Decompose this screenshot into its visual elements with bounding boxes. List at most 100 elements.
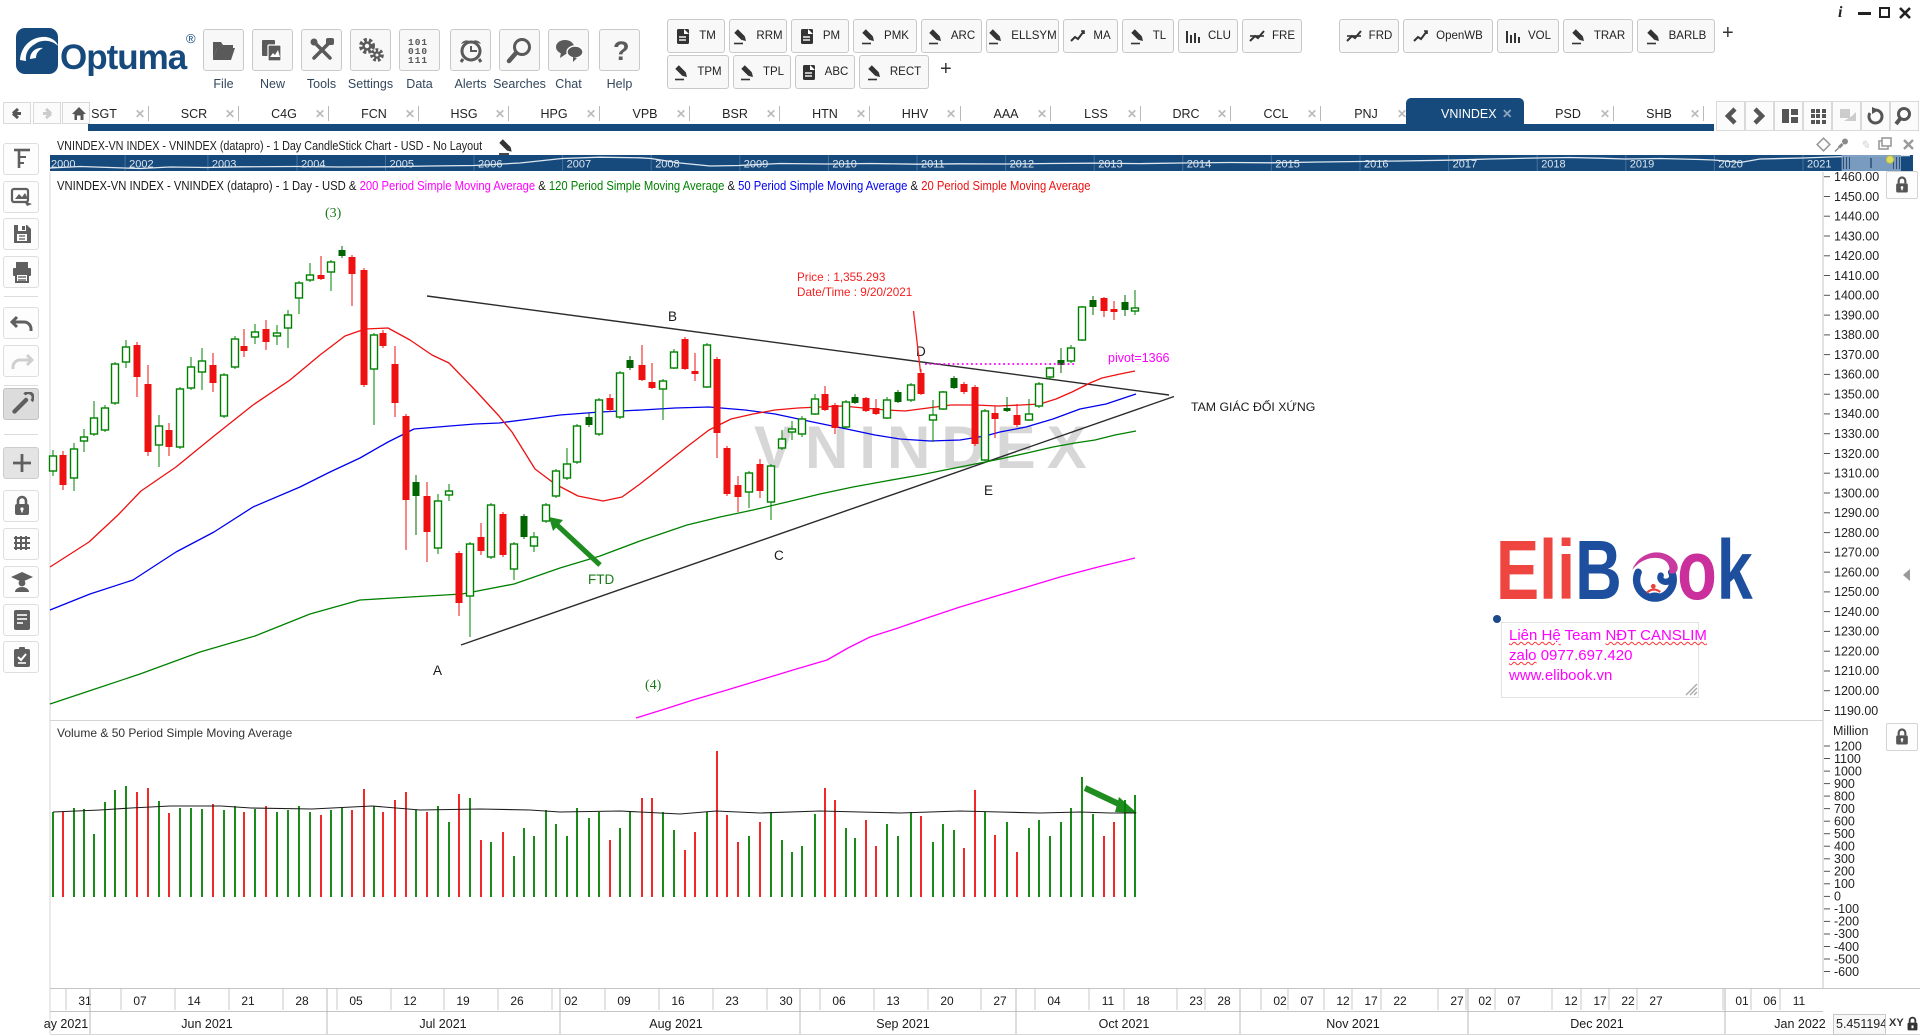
- svg-text:17: 17: [1364, 994, 1378, 1008]
- svg-text:04: 04: [1047, 994, 1061, 1008]
- svg-text:Dec 2021: Dec 2021: [1570, 1017, 1624, 1031]
- svg-text:1450.00: 1450.00: [1834, 190, 1879, 204]
- svg-text:1420.00: 1420.00: [1834, 249, 1879, 263]
- svg-text:Price : 1,355.293: Price : 1,355.293: [797, 271, 885, 284]
- svg-text:100: 100: [1834, 877, 1855, 891]
- svg-text:1210.00: 1210.00: [1834, 664, 1879, 678]
- svg-text:2003: 2003: [212, 159, 236, 171]
- svg-text:Nov 2021: Nov 2021: [1326, 1017, 1380, 1031]
- svg-text:-500: -500: [1834, 952, 1859, 966]
- svg-text:2005: 2005: [390, 159, 414, 171]
- svg-text:17: 17: [1593, 994, 1607, 1008]
- svg-text:30: 30: [779, 994, 793, 1008]
- svg-text:07: 07: [1507, 994, 1521, 1008]
- svg-text:Volume & 50 Period Simple Movi: Volume & 50 Period Simple Moving Average: [57, 726, 293, 740]
- svg-text:900: 900: [1834, 777, 1855, 791]
- svg-text:1310.00: 1310.00: [1834, 467, 1879, 481]
- svg-text:(4): (4): [645, 678, 662, 693]
- svg-text:1100: 1100: [1834, 752, 1861, 766]
- svg-text:06: 06: [1763, 994, 1777, 1008]
- svg-text:1410.00: 1410.00: [1834, 269, 1879, 283]
- svg-text:02: 02: [1273, 994, 1287, 1008]
- svg-text:14: 14: [187, 994, 201, 1008]
- svg-text:12: 12: [1336, 994, 1350, 1008]
- svg-text:12: 12: [1564, 994, 1578, 1008]
- svg-text:06: 06: [832, 994, 846, 1008]
- svg-text:1280.00: 1280.00: [1834, 526, 1879, 540]
- svg-text:27: 27: [1450, 994, 1464, 1008]
- svg-text:1440.00: 1440.00: [1834, 210, 1879, 224]
- svg-text:C: C: [774, 548, 784, 563]
- svg-text:-600: -600: [1834, 965, 1859, 979]
- svg-text:02: 02: [564, 994, 578, 1008]
- svg-text:B: B: [668, 309, 677, 324]
- svg-text:1320.00: 1320.00: [1834, 447, 1879, 461]
- svg-text:(3): (3): [325, 206, 342, 221]
- svg-text:®: ®: [186, 31, 196, 46]
- svg-text:1400.00: 1400.00: [1834, 289, 1879, 303]
- svg-text:2013: 2013: [1098, 159, 1122, 171]
- svg-text:800: 800: [1834, 789, 1855, 803]
- svg-text:1000: 1000: [1834, 764, 1862, 778]
- svg-text:TAM GIÁC ĐỐI XỨNG: TAM GIÁC ĐỐI XỨNG: [1191, 399, 1315, 414]
- svg-text:D: D: [916, 344, 926, 359]
- svg-text:09: 09: [617, 994, 631, 1008]
- svg-text:Aug 2021: Aug 2021: [649, 1017, 703, 1031]
- svg-text:1340.00: 1340.00: [1834, 407, 1879, 421]
- svg-text:11: 11: [1793, 994, 1806, 1008]
- svg-text:18: 18: [1136, 994, 1150, 1008]
- svg-text:1250.00: 1250.00: [1834, 585, 1879, 599]
- svg-text:19: 19: [456, 994, 470, 1008]
- svg-text:E: E: [984, 483, 993, 498]
- svg-text:300: 300: [1834, 852, 1855, 866]
- svg-text:2014: 2014: [1187, 159, 1211, 171]
- svg-text:27: 27: [1649, 994, 1663, 1008]
- svg-text:12: 12: [403, 994, 417, 1008]
- svg-text:A: A: [433, 663, 442, 678]
- svg-text:1240.00: 1240.00: [1834, 605, 1879, 619]
- svg-text:02: 02: [1478, 994, 1492, 1008]
- svg-text:1270.00: 1270.00: [1834, 546, 1879, 560]
- svg-text:-200: -200: [1834, 915, 1859, 929]
- svg-text:1200: 1200: [1834, 739, 1862, 753]
- svg-text:1350.00: 1350.00: [1834, 388, 1879, 402]
- svg-text:Date/Time : 9/20/2021: Date/Time : 9/20/2021: [797, 286, 912, 299]
- svg-text:✎: ✎: [1860, 138, 1870, 152]
- svg-text:Sep 2021: Sep 2021: [876, 1017, 930, 1031]
- svg-text:2021: 2021: [1807, 159, 1831, 171]
- svg-text:111: 111: [408, 55, 428, 64]
- svg-text:400: 400: [1834, 840, 1855, 854]
- svg-text:Million: Million: [1833, 724, 1868, 738]
- svg-text:1330.00: 1330.00: [1834, 427, 1879, 441]
- svg-text:1200.00: 1200.00: [1834, 684, 1879, 698]
- svg-text:1300.00: 1300.00: [1834, 486, 1879, 500]
- svg-text:?: ?: [613, 36, 630, 64]
- svg-text:13: 13: [886, 994, 900, 1008]
- svg-text:Jul 2021: Jul 2021: [419, 1017, 466, 1031]
- svg-text:1430.00: 1430.00: [1834, 229, 1879, 243]
- svg-text:2018: 2018: [1541, 159, 1565, 171]
- svg-text:2016: 2016: [1364, 159, 1388, 171]
- svg-text:2004: 2004: [301, 159, 325, 171]
- svg-text:23: 23: [1189, 994, 1203, 1008]
- svg-text:Jun 2021: Jun 2021: [181, 1017, 232, 1031]
- svg-text:ay 2021: ay 2021: [44, 1017, 89, 1031]
- svg-text:2010: 2010: [832, 159, 856, 171]
- svg-text:01: 01: [1735, 994, 1749, 1008]
- svg-text:11: 11: [1102, 994, 1115, 1008]
- svg-text:1230.00: 1230.00: [1834, 625, 1879, 639]
- svg-text:31: 31: [78, 994, 92, 1008]
- svg-text:23: 23: [725, 994, 739, 1008]
- svg-text:28: 28: [295, 994, 309, 1008]
- svg-text:1260.00: 1260.00: [1834, 565, 1879, 579]
- svg-text:1390.00: 1390.00: [1834, 308, 1879, 322]
- svg-text:1360.00: 1360.00: [1834, 368, 1879, 382]
- svg-text:22: 22: [1393, 994, 1407, 1008]
- svg-text:200: 200: [1834, 865, 1855, 879]
- svg-text:-300: -300: [1834, 927, 1859, 941]
- svg-text:1290.00: 1290.00: [1834, 506, 1879, 520]
- svg-text:010: 010: [408, 46, 428, 57]
- svg-text:20: 20: [940, 994, 954, 1008]
- svg-text:FTD: FTD: [588, 572, 614, 587]
- svg-text:pivot=1366: pivot=1366: [1108, 351, 1170, 365]
